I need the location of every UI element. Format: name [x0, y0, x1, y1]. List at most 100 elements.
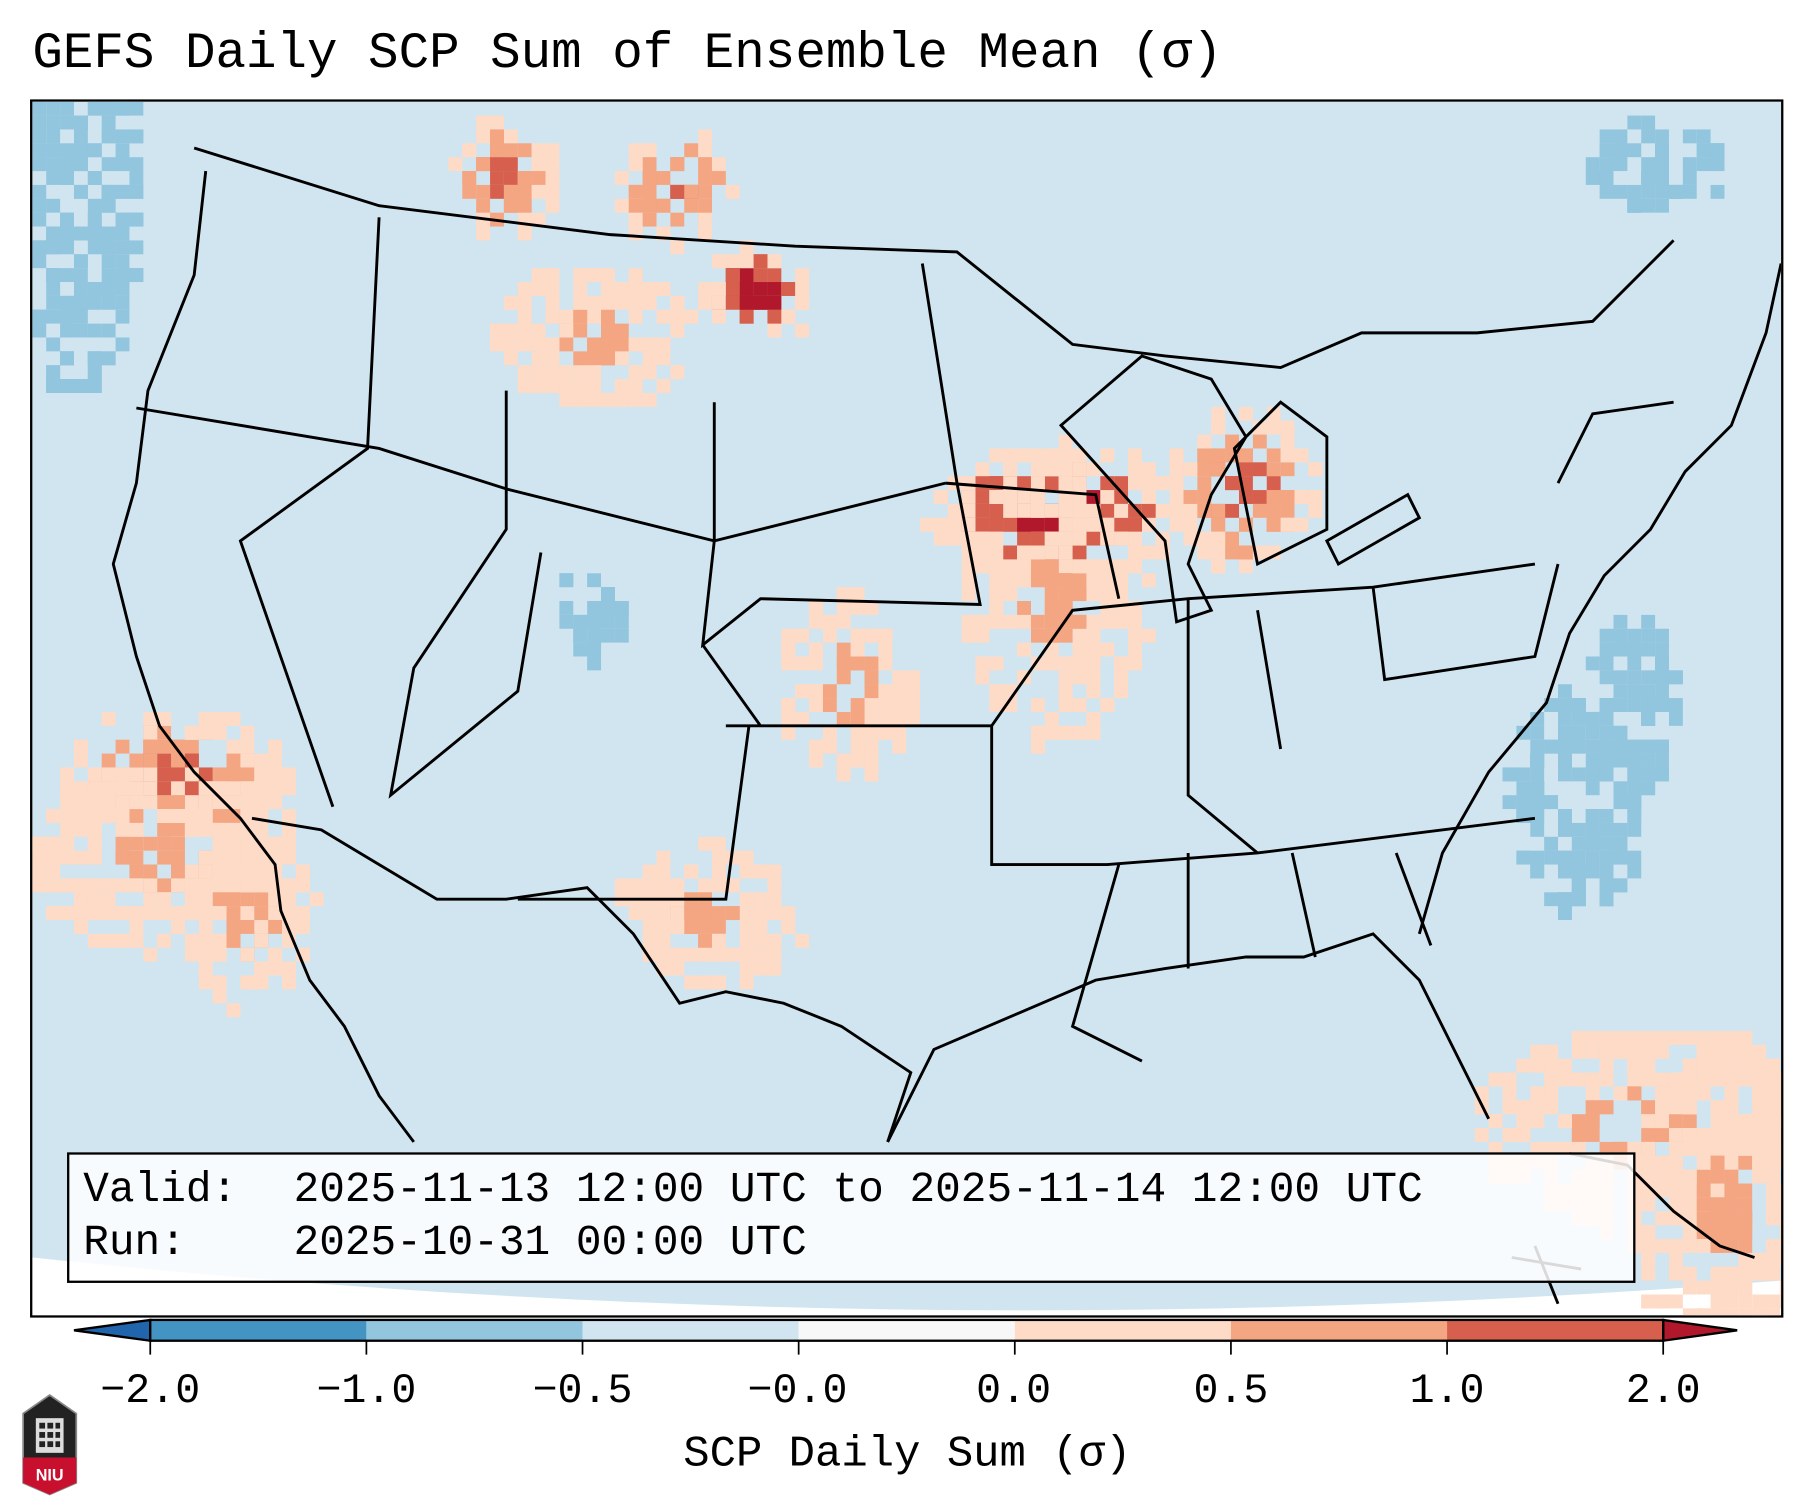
anomaly-cell — [711, 878, 726, 893]
anomaly-cell — [1183, 503, 1198, 518]
anomaly-cell — [184, 864, 199, 879]
anomaly-cell — [226, 781, 241, 796]
anomaly-cell — [1044, 531, 1059, 546]
anomaly-cell — [1558, 767, 1572, 782]
anomaly-cell — [1710, 157, 1725, 172]
anomaly-cell — [1502, 1100, 1517, 1115]
anomaly-cell — [781, 725, 796, 740]
anomaly-cell — [1044, 711, 1059, 726]
anomaly-cell — [711, 920, 726, 934]
anomaly-cell — [975, 517, 990, 532]
anomaly-cell — [1779, 1072, 1782, 1087]
anomaly-cell — [171, 920, 185, 934]
anomaly-cell — [1280, 434, 1295, 449]
anomaly-cell — [198, 906, 213, 921]
anomaly-cell — [1613, 725, 1628, 740]
anomaly-cell — [1655, 1114, 1669, 1129]
anomaly-cell — [614, 295, 629, 310]
anomaly-cell — [1766, 1169, 1780, 1184]
anomaly-cell — [1280, 517, 1295, 532]
anomaly-cell — [684, 975, 699, 990]
anomaly-cell — [240, 878, 255, 893]
anomaly-cell — [115, 850, 130, 865]
anomaly-cell — [878, 711, 893, 726]
anomaly-cell — [226, 809, 241, 823]
anomaly-cell — [73, 739, 88, 754]
anomaly-cell — [73, 115, 88, 130]
anomaly-cell — [1280, 462, 1295, 477]
anomaly-cells — [32, 101, 1782, 1316]
anomaly-cell — [795, 628, 810, 643]
anomaly-cell — [1738, 1197, 1753, 1212]
anomaly-cell — [476, 198, 491, 213]
anomaly-cell — [1072, 476, 1087, 491]
anomaly-cell — [490, 129, 504, 144]
anomaly-cell — [1599, 642, 1614, 657]
anomaly-cell — [767, 864, 782, 879]
anomaly-cell — [1641, 171, 1656, 185]
anomaly-cell — [143, 725, 158, 740]
anomaly-cell — [1030, 517, 1045, 532]
anomaly-cell — [1682, 184, 1697, 199]
anomaly-cell — [1696, 129, 1711, 144]
anomaly-cell — [656, 282, 671, 296]
anomaly-cell — [1044, 448, 1059, 463]
anomaly-cell — [101, 906, 116, 921]
anomaly-cell — [73, 309, 88, 324]
coastline-west — [111, 170, 415, 1143]
anomaly-cell — [171, 795, 185, 810]
anomaly-cell — [101, 753, 116, 768]
anomaly-cell — [684, 184, 699, 199]
anomaly-cell — [1530, 1044, 1545, 1059]
anomaly-cell — [1752, 1072, 1767, 1087]
anomaly-cell — [295, 878, 310, 893]
anomaly-cell — [1280, 490, 1295, 504]
anomaly-cell — [1655, 628, 1669, 643]
anomaly-cell — [656, 351, 671, 366]
anomaly-cell — [1641, 157, 1656, 172]
anomaly-cell — [198, 947, 213, 962]
anomaly-cell — [1086, 531, 1101, 546]
anomaly-cell — [1558, 850, 1572, 865]
anomaly-cell — [1599, 850, 1614, 865]
great-lakes — [1058, 354, 1422, 624]
anomaly-cell — [1558, 684, 1572, 699]
anomaly-cell — [864, 711, 879, 726]
anomaly-cell — [1266, 462, 1281, 477]
anomaly-cell — [989, 698, 1004, 712]
anomaly-cell — [1641, 1072, 1656, 1087]
anomaly-cell — [1599, 184, 1614, 199]
anomaly-cell — [1017, 614, 1031, 629]
anomaly-cell — [282, 975, 296, 990]
anomaly-cell — [1682, 171, 1697, 185]
anomaly-cell — [87, 933, 102, 948]
anomaly-cell — [1627, 628, 1642, 643]
anomaly-cell — [1766, 1211, 1780, 1226]
anomaly-cell — [531, 157, 546, 172]
anomaly-cell — [1752, 1169, 1767, 1184]
anomaly-cell — [73, 892, 88, 907]
anomaly-cell — [1752, 1128, 1767, 1142]
anomaly-cell — [1724, 1225, 1739, 1240]
anomaly-cell — [961, 503, 976, 518]
anomaly-cell — [129, 878, 144, 893]
anomaly-cell — [1779, 1294, 1782, 1309]
anomaly-cell — [1599, 628, 1614, 643]
anomaly-cell — [476, 184, 491, 199]
anomaly-cell — [490, 143, 504, 158]
anomaly-cell — [1211, 531, 1226, 546]
anomaly-cell — [503, 171, 518, 185]
anomaly-cell — [115, 809, 130, 823]
anomaly-cell — [573, 628, 588, 643]
anomaly-cell — [101, 226, 116, 241]
anomaly-cell — [101, 892, 116, 907]
anomaly-cell — [656, 198, 671, 213]
anomaly-cell — [1655, 1183, 1669, 1198]
anomaly-cell — [73, 295, 88, 310]
anomaly-cell — [1779, 1086, 1782, 1101]
anomaly-cell — [1585, 781, 1600, 796]
anomaly-cell — [282, 767, 296, 782]
anomaly-cell — [157, 809, 172, 823]
anomaly-cell — [129, 753, 144, 768]
anomaly-cell — [601, 628, 615, 643]
